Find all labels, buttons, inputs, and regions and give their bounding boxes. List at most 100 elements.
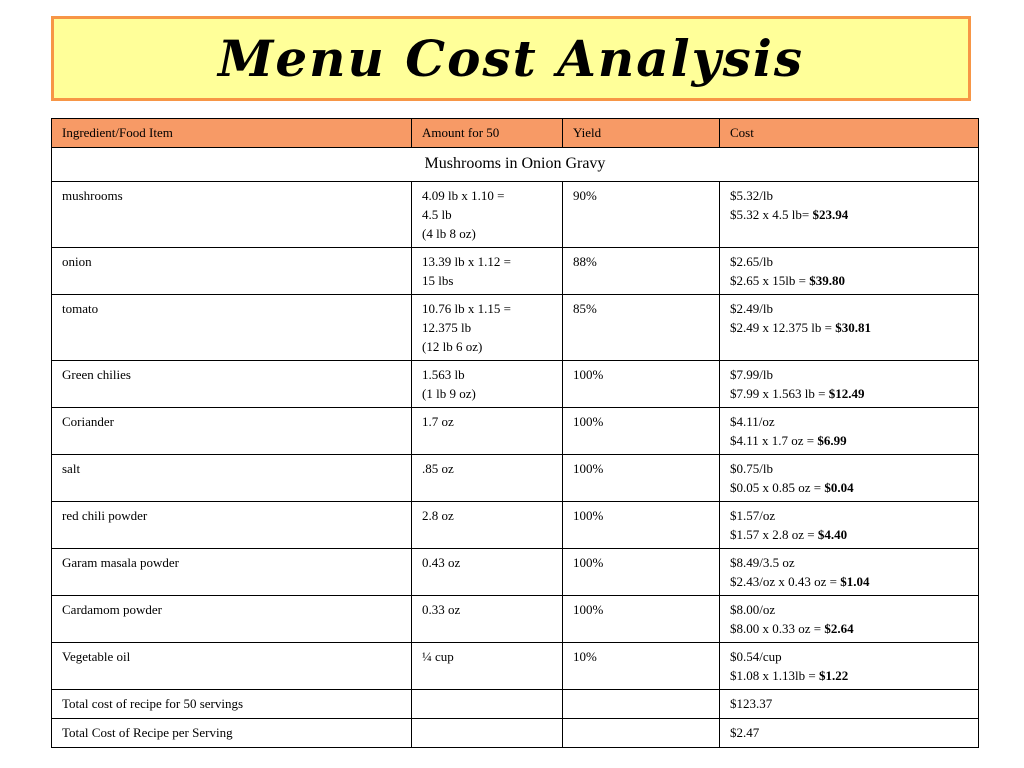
amount-cell: 1.563 lb (1 lb 9 oz) (411, 360, 563, 408)
empty-cell (562, 689, 720, 719)
table-row: onion 13.39 lb x 1.12 = 15 lbs 88% $2.65/lb $… (51, 247, 979, 295)
yield-cell: 100% (562, 407, 720, 455)
amount-line: 4.09 lb x 1.10 = (422, 188, 505, 203)
total-value: $2.47 (719, 718, 979, 748)
cost-formula: $8.00 x 0.33 oz = (730, 621, 825, 636)
table-row: red chili powder 2.8 oz 100% $1.57/oz $1.57 … (51, 501, 979, 549)
unit-cost: $0.54/cup (730, 649, 782, 664)
amount-line: 1.563 lb (422, 367, 465, 382)
cost-total: $4.40 (817, 527, 848, 542)
yield-cell: 100% (562, 501, 720, 549)
yield-cell: 100% (562, 595, 720, 643)
title-box: Menu Cost Analysis (51, 16, 971, 101)
amount-cell: ¼ cup (411, 642, 563, 690)
amount-line: 13.39 lb x 1.12 = (422, 254, 511, 269)
cost-formula: $4.11 x 1.7 oz = (730, 433, 818, 448)
amount-cell: .85 oz (411, 454, 563, 502)
table-body: Mushrooms in Onion Gravy mushrooms 4.09 l… (51, 147, 979, 748)
ingredient-cell: salt (51, 454, 412, 502)
amount-cell: 1.7 oz (411, 407, 563, 455)
unit-cost: $8.49/3.5 oz (730, 555, 795, 570)
total-value: $123.37 (719, 689, 979, 719)
ingredient-cell: onion (51, 247, 412, 295)
cost-formula: $2.65 x 15lb = (730, 273, 810, 288)
yield-cell: 90% (562, 181, 720, 248)
ingredient-cell: Green chilies (51, 360, 412, 408)
cost-total: $23.94 (812, 207, 849, 222)
ingredient-cell: Garam masala powder (51, 548, 412, 596)
table-row: Cardamom powder 0.33 oz 100% $8.00/oz $8.00 … (51, 595, 979, 643)
cost-calculation: $4.11 x 1.7 oz = $6.99 (730, 431, 968, 450)
cost-total: $30.81 (835, 320, 871, 335)
cost-cell: $1.57/oz $1.57 x 2.8 oz = $4.40 (719, 501, 979, 549)
amount-cell: 13.39 lb x 1.12 = 15 lbs (411, 247, 563, 295)
cost-calculation: $2.43/oz x 0.43 oz = $1.04 (730, 572, 968, 591)
cost-calculation: $1.57 x 2.8 oz = $4.40 (730, 525, 968, 544)
cost-total: $12.49 (828, 386, 865, 401)
cost-calculation: $0.05 x 0.85 oz = $0.04 (730, 478, 968, 497)
cost-formula: $7.99 x 1.563 lb = (730, 386, 829, 401)
empty-cell (411, 718, 563, 748)
cost-formula: $5.32 x 4.5 lb= (730, 207, 813, 222)
table-row: tomato 10.76 lb x 1.15 = 12.375 lb (12 lb 6… (51, 294, 979, 361)
cost-calculation: $7.99 x 1.563 lb = $12.49 (730, 384, 968, 403)
ingredient-cell: tomato (51, 294, 412, 361)
table-row: Coriander 1.7 oz 100% $4.11/oz $4.11 x 1.7 o… (51, 407, 979, 455)
section-row: Mushrooms in Onion Gravy (51, 147, 979, 182)
amount-line: 10.76 lb x 1.15 = (422, 301, 511, 316)
cost-cell: $0.54/cup $1.08 x 1.13lb = $1.22 (719, 642, 979, 690)
cost-cell: $7.99/lb $7.99 x 1.563 lb = $12.49 (719, 360, 979, 408)
cost-calculation: $1.08 x 1.13lb = $1.22 (730, 666, 968, 685)
unit-cost: $2.49/lb (730, 301, 773, 316)
amount-cell: 2.8 oz (411, 501, 563, 549)
amount-line: 15 lbs (422, 273, 454, 288)
amount-line: ¼ cup (422, 649, 454, 664)
cost-cell: $8.00/oz $8.00 x 0.33 oz = $2.64 (719, 595, 979, 643)
cost-total: $1.22 (818, 668, 849, 683)
amount-line: (4 lb 8 oz) (422, 226, 476, 241)
unit-cost: $0.75/lb (730, 461, 773, 476)
cost-formula: $1.08 x 1.13lb = (730, 668, 819, 683)
table-row: Garam masala powder 0.43 oz 100% $8.49/3.5 … (51, 548, 979, 596)
amount-cell: 4.09 lb x 1.10 = 4.5 lb (4 lb 8 oz) (411, 181, 563, 248)
cost-calculation: $8.00 x 0.33 oz = $2.64 (730, 619, 968, 638)
ingredient-cell: mushrooms (51, 181, 412, 248)
ingredient-cell: Cardamom powder (51, 595, 412, 643)
cost-total: $1.04 (840, 574, 870, 589)
amount-line: 12.375 lb (422, 320, 472, 335)
header-yield: Yield (562, 118, 720, 148)
cost-calculation: $5.32 x 4.5 lb= $23.94 (730, 205, 968, 224)
table-row: mushrooms 4.09 lb x 1.10 = 4.5 lb (4 lb 8 o… (51, 181, 979, 248)
cost-calculation: $2.65 x 15lb = $39.80 (730, 271, 968, 290)
unit-cost: $4.11/oz (730, 414, 775, 429)
cost-formula: $2.49 x 12.375 lb = (730, 320, 836, 335)
cost-total: $39.80 (809, 273, 845, 288)
cost-total: $0.04 (824, 480, 854, 495)
yield-cell: 88% (562, 247, 720, 295)
header-cost: Cost (719, 118, 979, 148)
unit-cost: $5.32/lb (730, 188, 773, 203)
ingredient-cell: red chili powder (51, 501, 412, 549)
amount-line: .85 oz (422, 461, 454, 476)
cost-cell: $2.65/lb $2.65 x 15lb = $39.80 (719, 247, 979, 295)
empty-cell (411, 689, 563, 719)
unit-cost: $8.00/oz (730, 602, 776, 617)
header-amount: Amount for 50 (411, 118, 563, 148)
amount-line: (12 lb 6 oz) (422, 339, 483, 354)
cost-cell: $4.11/oz $4.11 x 1.7 oz = $6.99 (719, 407, 979, 455)
amount-line: 1.7 oz (422, 414, 454, 429)
ingredient-cell: Coriander (51, 407, 412, 455)
section-title: Mushrooms in Onion Gravy (51, 147, 979, 182)
amount-cell: 0.33 oz (411, 595, 563, 643)
yield-cell: 10% (562, 642, 720, 690)
unit-cost: $1.57/oz (730, 508, 776, 523)
amount-line: 0.43 oz (422, 555, 461, 570)
cost-cell: $5.32/lb $5.32 x 4.5 lb= $23.94 (719, 181, 979, 248)
total-label: Total cost of recipe for 50 servings (51, 689, 412, 719)
cost-formula: $0.05 x 0.85 oz = (730, 480, 825, 495)
cost-cell: $0.75/lb $0.05 x 0.85 oz = $0.04 (719, 454, 979, 502)
amount-line: 2.8 oz (422, 508, 454, 523)
cost-formula: $2.43/oz x 0.43 oz = (730, 574, 841, 589)
ingredient-cell: Vegetable oil (51, 642, 412, 690)
